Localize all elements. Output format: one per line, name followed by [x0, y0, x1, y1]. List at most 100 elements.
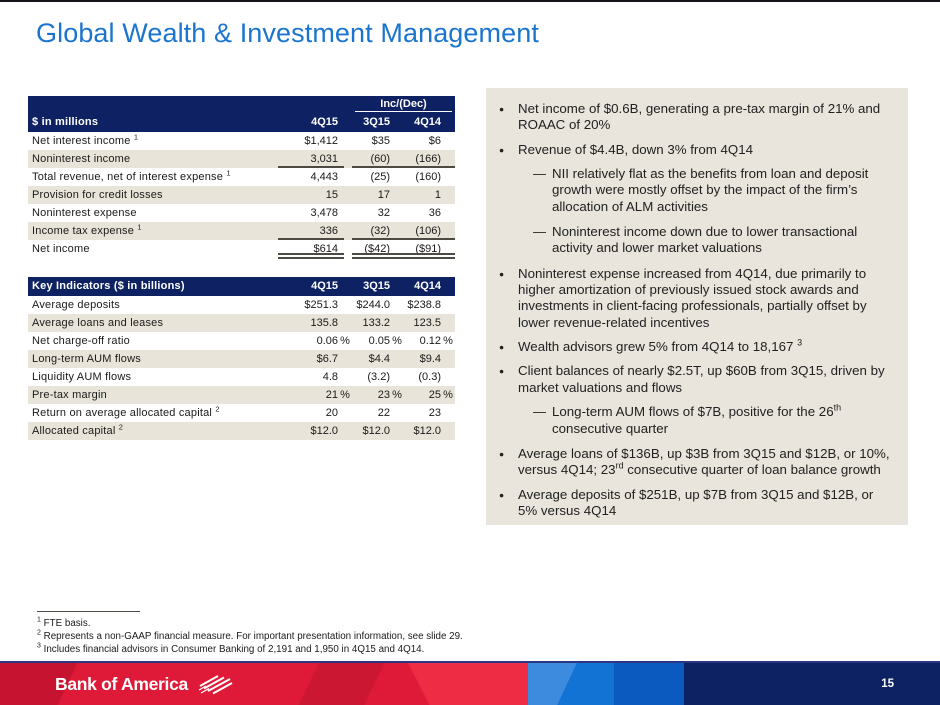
bofa-flag-icon — [198, 675, 233, 695]
footnote: 3 Includes financial advisors in Consume… — [37, 643, 463, 656]
cell-4q15: 15 — [325, 189, 338, 201]
footnote-divider — [37, 611, 140, 612]
footnote-ref: 1 — [133, 132, 139, 142]
footnote-text: Includes financial advisors in Consumer … — [43, 644, 425, 656]
bullet-marker-icon — [530, 166, 552, 215]
total-rule — [278, 253, 344, 255]
cell-4q15: 3,031 — [310, 153, 338, 165]
cell-4q15: 3,478 — [310, 207, 338, 219]
subtotal-rule — [278, 238, 344, 240]
income-statement-table: Inc/(Dec) $ in millions 4Q15 3Q15 4Q14 N… — [28, 96, 455, 259]
table-row: Average loans and leases 135.8 133.2 123… — [28, 314, 455, 332]
cell-3q15: (60) — [370, 153, 390, 165]
cell-4q14: $12.0 — [413, 425, 441, 437]
table-header-row: $ in millions 4Q15 3Q15 4Q14 — [28, 113, 455, 132]
cell-4q15: 20 — [325, 407, 338, 419]
cell-3q15: 23% — [377, 389, 402, 401]
table-row: Noninterest expense 3,478 32 36 — [28, 204, 455, 222]
row-label: Average deposits — [32, 299, 120, 311]
cell-3q15: ($42) — [364, 243, 390, 255]
slide-top-edge — [0, 0, 940, 2]
row-label: Noninterest income — [32, 153, 131, 165]
footnote-number: 2 — [37, 629, 41, 637]
row-label: Long-term AUM flows — [32, 353, 141, 365]
column-header-4q15: 4Q15 — [311, 280, 338, 292]
table-row: Return on average allocated capital 2 20… — [28, 404, 455, 422]
bullet-marker-icon — [496, 487, 518, 520]
cell-4q14: $238.8 — [407, 299, 441, 311]
cell-4q15: $12.0 — [310, 425, 338, 437]
bullet-text: Noninterest expense increased from 4Q14,… — [518, 265, 867, 330]
cell-4q15: $614 — [313, 243, 338, 255]
cell-4q15: 336 — [319, 225, 338, 237]
bullet-text: Noninterest income down due to lower tra… — [552, 224, 858, 256]
row-label: Noninterest expense — [32, 207, 137, 219]
group-header-spacer — [28, 96, 352, 113]
row-label: Liquidity AUM flows — [32, 371, 132, 383]
bullet-marker-icon — [496, 446, 518, 479]
cell-4q14: 25% — [428, 389, 453, 401]
footnote-text: FTE basis. — [43, 618, 91, 629]
bullet-text: NII relatively flat as the benefits from… — [552, 166, 869, 214]
table-body: Net interest income 1 $1,412 $35 $6 Noni… — [28, 132, 455, 258]
footer-bright-blue-segment — [528, 663, 614, 705]
page-number: 15 — [881, 678, 894, 690]
cell-4q14: (0.3) — [418, 371, 441, 383]
bullet-marker-icon — [496, 142, 518, 158]
cell-3q15: 17 — [377, 189, 390, 201]
key-indicators-table: Key Indicators ($ in billions) 4Q15 3Q15… — [28, 277, 455, 440]
bullet-text: Net income of $0.6B, generating a pre-ta… — [518, 101, 881, 133]
cell-4q14: 36 — [428, 207, 441, 219]
row-label: Pre-tax margin — [32, 389, 107, 401]
bullet-text: Revenue of $4.4B, down 3% from 4Q14 — [518, 141, 754, 157]
footnote-text: Represents a non-GAAP financial measure.… — [43, 631, 463, 643]
bullet-item: Long-term AUM flows of $7B, positive for… — [530, 402, 896, 437]
row-label: Net charge-off ratio — [32, 335, 130, 347]
bullet-list: Net income of $0.6B, generating a pre-ta… — [496, 101, 896, 519]
table-row: Pre-tax margin 21% 23% 25% — [28, 386, 455, 404]
cell-4q15: 21% — [325, 389, 350, 401]
footnote: 2 Represents a non-GAAP financial measur… — [37, 630, 463, 643]
cell-3q15: 32 — [377, 207, 390, 219]
bullet-item: Net income of $0.6B, generating a pre-ta… — [496, 101, 896, 134]
bullet-text: Long-term AUM flows of $7B, positive for… — [552, 402, 842, 436]
bullet-marker-icon — [530, 404, 552, 437]
footer-navy-segment: 15 — [684, 663, 940, 705]
row-label: Return on average allocated capital 2 — [32, 404, 220, 419]
cell-4q15: 0.06% — [316, 335, 350, 347]
cell-4q14: 0.12% — [419, 335, 453, 347]
cell-3q15: $35 — [371, 135, 390, 147]
table-row: Income tax expense 1 336 (32) (106) — [28, 222, 455, 240]
cell-3q15: 133.2 — [362, 317, 390, 329]
row-label: Total revenue, net of interest expense 1 — [32, 168, 231, 183]
subtotal-rule — [352, 166, 455, 168]
footer-red-segment: Bank of America — [0, 663, 528, 705]
cell-4q15: 4,443 — [310, 171, 338, 183]
footnote-list: 1 FTE basis. 2 Represents a non-GAAP fin… — [37, 617, 463, 657]
table-row: Net income $614 ($42) ($91) — [28, 240, 455, 258]
column-header-4q15: 4Q15 — [311, 116, 338, 128]
footer-band: Bank of America 15 — [0, 661, 940, 705]
cell-4q14: (166) — [415, 153, 441, 165]
table-row: Noninterest income 3,031 (60) (166) — [28, 150, 455, 168]
bullet-item: Noninterest expense increased from 4Q14,… — [496, 266, 896, 331]
table-row: Average deposits $251.3 $244.0 $238.8 — [28, 296, 455, 314]
bullet-text: Client balances of nearly $2.5T, up $60B… — [518, 363, 885, 395]
page-title: Global Wealth & Investment Management — [36, 18, 539, 48]
bullet-marker-icon — [496, 266, 518, 331]
bullet-item: Noninterest income down due to lower tra… — [530, 224, 896, 257]
bullet-marker-icon — [496, 101, 518, 134]
total-rule — [352, 253, 455, 255]
column-header-metric: $ in millions — [32, 116, 99, 128]
cell-3q15: $4.4 — [368, 353, 390, 365]
table-row: Net charge-off ratio 0.06% 0.05% 0.12% — [28, 332, 455, 350]
cell-4q14: 123.5 — [413, 317, 441, 329]
footnotes: 1 FTE basis. 2 Represents a non-GAAP fin… — [37, 611, 463, 657]
total-rule — [352, 257, 455, 259]
footnote-number: 3 — [37, 643, 41, 651]
cell-4q15: 4.8 — [322, 371, 338, 383]
row-label: Allocated capital 2 — [32, 422, 124, 437]
footnote-number: 1 — [37, 616, 41, 624]
table-row: Liquidity AUM flows 4.8 (3.2) (0.3) — [28, 368, 455, 386]
logo-text: Bank of America — [55, 673, 188, 694]
